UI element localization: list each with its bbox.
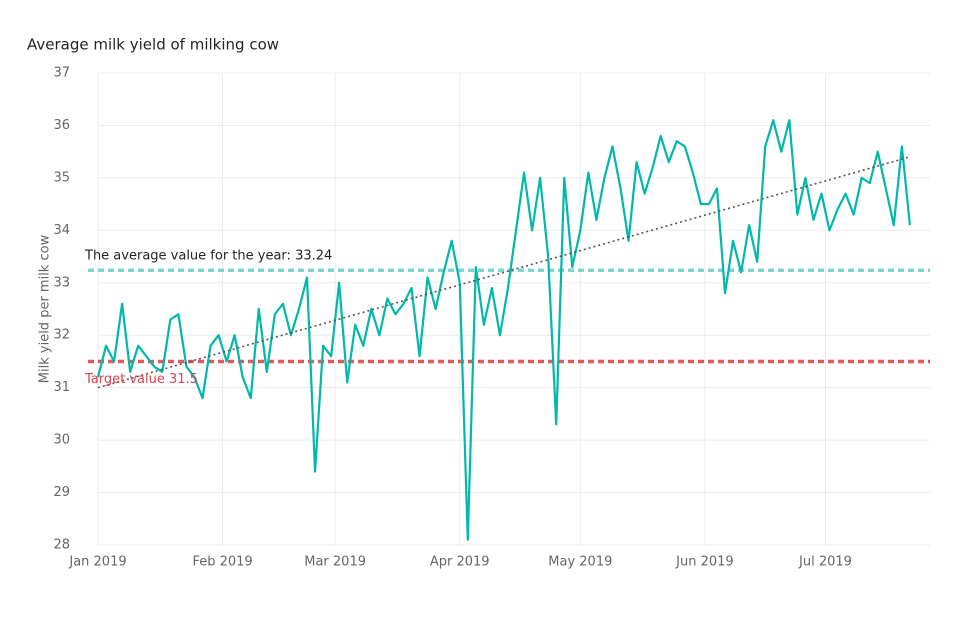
trend-line — [97, 156, 911, 389]
x-tick-label: May 2019 — [548, 555, 612, 570]
x-tick-label: Mar 2019 — [304, 555, 366, 570]
y-tick-label: 29 — [53, 485, 70, 500]
x-tick-label: Jul 2019 — [798, 555, 852, 570]
y-tick-label: 37 — [53, 66, 70, 81]
y-tick-label: 33 — [53, 275, 70, 290]
x-tick-label: Feb 2019 — [192, 555, 252, 570]
reference-label: The average value for the year: 33.24 — [84, 249, 332, 264]
y-tick-label: 28 — [53, 538, 70, 553]
x-tick-label: Jan 2019 — [68, 555, 126, 570]
y-tick-label: 35 — [53, 170, 70, 185]
y-tick-label: 34 — [53, 223, 70, 238]
reference-label: Target value 31.5 — [84, 372, 198, 387]
y-tick-label: 36 — [53, 118, 70, 133]
y-tick-label: 32 — [53, 328, 70, 343]
x-tick-label: Apr 2019 — [430, 555, 490, 570]
chart-title: Average milk yield of milking cow — [27, 36, 279, 54]
x-tick-label: Jun 2019 — [675, 555, 734, 570]
y-axis-label: Milk yield per milk cow — [38, 234, 53, 383]
data-line — [96, 119, 911, 541]
y-tick-label: 30 — [53, 433, 70, 448]
y-tick-label: 31 — [53, 380, 70, 395]
